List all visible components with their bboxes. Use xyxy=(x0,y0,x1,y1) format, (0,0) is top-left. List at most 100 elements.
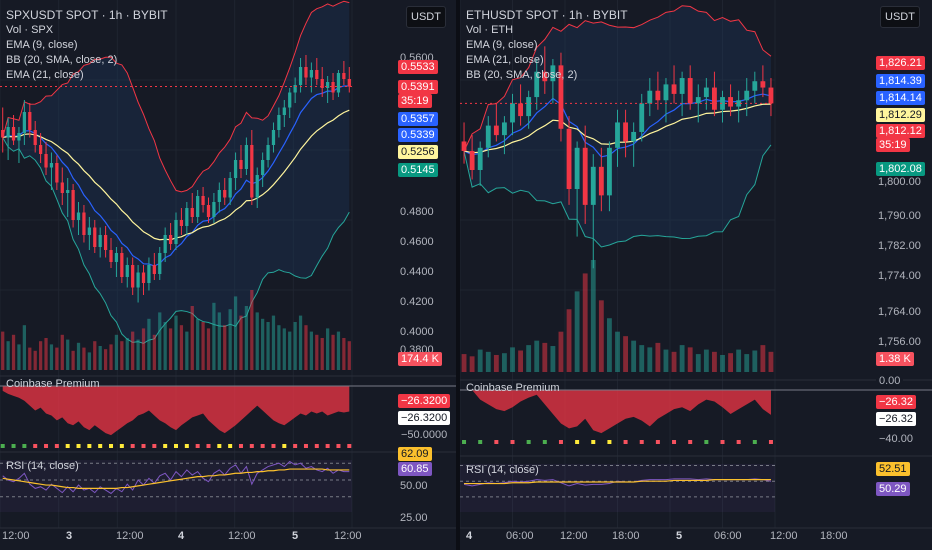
price-tag: 0.5256 xyxy=(398,145,438,159)
left-chart-canvas[interactable] xyxy=(0,0,456,550)
candle-body xyxy=(131,265,135,288)
left-legend-ema9[interactable]: EMA (9, close) xyxy=(6,39,78,51)
premium-signal-dot xyxy=(238,444,243,448)
volume-bar xyxy=(655,342,661,372)
candle-body xyxy=(695,97,701,104)
volume-bar xyxy=(38,341,43,370)
candle-body xyxy=(17,133,21,141)
right-legend-volume[interactable]: Vol · ETH xyxy=(466,24,514,36)
time-axis-label: 4 xyxy=(466,530,473,542)
time-axis-label: 12:00 xyxy=(334,530,362,542)
premium-signal-dot xyxy=(736,440,741,444)
right-chart-canvas[interactable] xyxy=(460,0,932,550)
candle-body xyxy=(293,85,297,93)
premium-signal-dot xyxy=(249,444,254,448)
left-chart-panel[interactable]: SPXUSDT SPOT · 1h · BYBIT Vol · SPX EMA … xyxy=(0,0,456,550)
candle-body xyxy=(98,235,102,247)
volume-bar xyxy=(502,353,507,372)
candle-body xyxy=(720,97,725,110)
candle-body xyxy=(607,147,612,196)
price-tag: 1,814.14 xyxy=(876,91,925,105)
candle-body xyxy=(109,250,113,262)
candle-body xyxy=(526,97,532,117)
premium-signal-dot xyxy=(271,444,276,448)
volume-bar xyxy=(574,291,580,372)
candle-body xyxy=(590,166,596,205)
left-premium-label[interactable]: Coinbase Premium xyxy=(6,378,100,390)
volume-tag: 1.38 K xyxy=(876,352,914,366)
candle-body xyxy=(558,65,564,129)
left-chart-title[interactable]: SPXUSDT SPOT · 1h · BYBIT xyxy=(6,8,168,22)
volume-bar xyxy=(304,325,308,370)
premium-signal-dot xyxy=(607,440,612,444)
volume-bar xyxy=(244,306,249,370)
candle-body xyxy=(477,147,483,170)
volume-bar xyxy=(712,351,717,372)
right-rsi-label[interactable]: RSI (14, close) xyxy=(466,464,539,476)
left-legend-bb[interactable]: BB (20, SMA, close, 2) xyxy=(6,54,118,66)
volume-bar xyxy=(190,306,194,370)
right-legend-ema21[interactable]: EMA (21, close) xyxy=(466,54,544,66)
premium-tag: −26.32 xyxy=(876,412,916,426)
right-legend-bb[interactable]: BB (20, SMA, close, 2) xyxy=(466,69,578,81)
volume-bar xyxy=(131,331,135,370)
premium-signal-dot xyxy=(87,444,92,448)
premium-signal-dot xyxy=(558,440,563,444)
candle-body xyxy=(271,130,276,145)
price-axis-label: 0.4800 xyxy=(400,206,434,218)
premium-signal-dot xyxy=(293,444,298,448)
left-legend-ema21[interactable]: EMA (21, close) xyxy=(6,69,84,81)
candle-body xyxy=(103,235,108,250)
time-axis-label: 3 xyxy=(66,530,73,542)
volume-bar xyxy=(510,347,515,372)
candle-body xyxy=(60,182,64,193)
candle-body xyxy=(485,125,491,148)
left-rsi-label[interactable]: RSI (14, close) xyxy=(6,460,79,472)
premium-signal-dot xyxy=(325,444,330,448)
premium-signal-dot xyxy=(494,440,499,444)
time-axis-label: 5 xyxy=(676,530,683,542)
premium-signal-dot xyxy=(303,444,308,448)
volume-bar xyxy=(250,290,254,370)
volume-bar xyxy=(44,338,48,370)
right-chart-panel[interactable]: ETHUSDT SPOT · 1h · BYBIT Vol · ETH EMA … xyxy=(460,0,932,550)
price-tag: 35:19 xyxy=(398,94,432,108)
premium-signal-dot xyxy=(152,444,157,448)
right-legend-ema9[interactable]: EMA (9, close) xyxy=(466,39,538,51)
volume-bar xyxy=(223,325,227,370)
candle-body xyxy=(22,112,26,133)
volume-bar xyxy=(11,334,16,370)
right-currency-button[interactable]: USDT xyxy=(880,6,920,28)
price-tag: 1,814.39 xyxy=(876,74,925,88)
candle-body xyxy=(152,265,156,274)
premium-tag: −26.3200 xyxy=(398,394,451,408)
volume-bar xyxy=(768,351,774,372)
rsi-ma-line xyxy=(2,468,350,489)
volume-bar xyxy=(461,354,467,372)
candle-body xyxy=(49,163,54,168)
volume-bar xyxy=(33,350,37,370)
premium-area xyxy=(2,386,350,436)
right-chart-title[interactable]: ETHUSDT SPOT · 1h · BYBIT xyxy=(466,8,628,22)
premium-signal-dot xyxy=(184,444,189,448)
candle-body xyxy=(288,92,292,108)
price-axis-label: 1,756.00 xyxy=(878,336,921,348)
left-legend-volume[interactable]: Vol · SPX xyxy=(6,24,54,36)
candle-body xyxy=(574,147,580,190)
left-currency-button[interactable]: USDT xyxy=(406,6,446,28)
volume-bar xyxy=(671,351,677,372)
price-axis-label: 0.4600 xyxy=(400,236,434,248)
volume-bar xyxy=(114,334,119,370)
volume-bar xyxy=(342,338,346,370)
volume-bar xyxy=(76,342,81,370)
volume-bar xyxy=(736,349,742,372)
volume-bar xyxy=(663,349,669,372)
candle-body xyxy=(598,166,604,196)
right-premium-label[interactable]: Coinbase Premium xyxy=(466,382,560,394)
time-axis-label: 18:00 xyxy=(820,530,848,542)
time-axis-label: 18:00 xyxy=(612,530,640,542)
candle-body xyxy=(510,103,515,123)
volume-bar xyxy=(49,344,54,370)
pane-divider[interactable] xyxy=(456,0,460,550)
volume-bar xyxy=(6,341,10,370)
